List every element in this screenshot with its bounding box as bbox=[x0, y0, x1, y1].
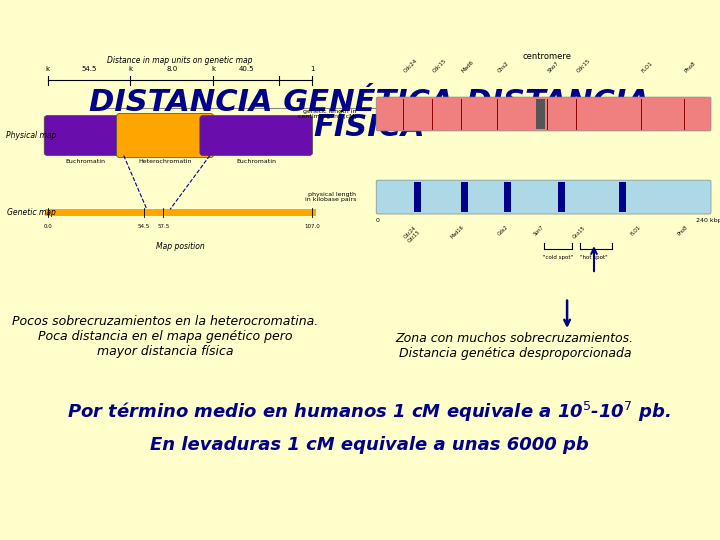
Text: 1: 1 bbox=[310, 66, 315, 72]
Text: 8.0: 8.0 bbox=[166, 66, 177, 72]
Text: Genetic map: Genetic map bbox=[6, 208, 55, 217]
Text: FLO1: FLO1 bbox=[630, 225, 642, 237]
Text: DISTANCIA GENÉTICA-DISTANCIA: DISTANCIA GENÉTICA-DISTANCIA bbox=[89, 87, 649, 117]
Text: FÍSICA: FÍSICA bbox=[313, 113, 425, 141]
Text: Sho7: Sho7 bbox=[547, 60, 561, 74]
Text: Por término medio en humanos 1 cM equivale a 10$^{5}$-10$^{7}$ pb.: Por término medio en humanos 1 cM equiva… bbox=[67, 400, 671, 424]
Text: Cdc24
Cdc15: Cdc24 Cdc15 bbox=[403, 225, 422, 244]
Text: Son7: Son7 bbox=[533, 225, 545, 237]
FancyBboxPatch shape bbox=[376, 97, 711, 131]
Text: Mad6: Mad6 bbox=[461, 60, 475, 74]
Text: k: k bbox=[128, 66, 132, 72]
Text: Chs2: Chs2 bbox=[497, 61, 510, 74]
Text: 240 kbp: 240 kbp bbox=[696, 218, 720, 222]
Text: 0.0: 0.0 bbox=[43, 224, 52, 229]
Bar bbox=[619, 181, 626, 212]
Text: 57.5: 57.5 bbox=[157, 224, 170, 229]
Text: "cold spot": "cold spot" bbox=[543, 255, 573, 260]
Text: Pho8: Pho8 bbox=[677, 225, 689, 237]
Text: Cdc24: Cdc24 bbox=[403, 58, 419, 74]
Bar bbox=[504, 181, 511, 212]
Text: 0: 0 bbox=[376, 218, 380, 222]
Text: k: k bbox=[45, 66, 50, 72]
Text: 54.5: 54.5 bbox=[81, 66, 96, 72]
Text: k: k bbox=[211, 66, 215, 72]
Text: Euchromatin: Euchromatin bbox=[66, 159, 106, 164]
Bar bbox=[461, 181, 468, 212]
Text: Gds2: Gds2 bbox=[497, 225, 509, 237]
Bar bbox=[536, 99, 546, 130]
Text: Cdc15: Cdc15 bbox=[576, 58, 592, 74]
FancyBboxPatch shape bbox=[376, 180, 711, 214]
Text: Pho8: Pho8 bbox=[684, 61, 697, 74]
Text: "hot spot": "hot spot" bbox=[580, 255, 608, 260]
Text: Distance in map units on genetic map: Distance in map units on genetic map bbox=[107, 56, 253, 64]
Text: Pocos sobrecruzamientos en la heterocromatina.
Poca distancia en el mapa genétic: Pocos sobrecruzamientos en la heterocrom… bbox=[12, 315, 319, 358]
FancyBboxPatch shape bbox=[44, 116, 127, 156]
Bar bbox=[414, 181, 421, 212]
Text: Cdc15: Cdc15 bbox=[432, 58, 448, 74]
FancyBboxPatch shape bbox=[200, 116, 312, 156]
Text: Physical map: Physical map bbox=[6, 131, 56, 140]
Text: Map position: Map position bbox=[156, 242, 204, 252]
Text: 107.0: 107.0 bbox=[305, 224, 320, 229]
Text: 40.5: 40.5 bbox=[238, 66, 254, 72]
Text: Gco15: Gco15 bbox=[572, 225, 587, 239]
Text: En levaduras 1 cM equivale a unas 6000 pb: En levaduras 1 cM equivale a unas 6000 p… bbox=[150, 436, 588, 454]
Text: Heterochromatin: Heterochromatin bbox=[138, 159, 192, 164]
Text: Zona con muchos sobrecruzamientos.
Distancia genética desproporcionada: Zona con muchos sobrecruzamientos. Dista… bbox=[396, 332, 634, 360]
Text: Mad16: Mad16 bbox=[450, 225, 465, 240]
Text: 54.5: 54.5 bbox=[138, 224, 150, 229]
FancyBboxPatch shape bbox=[117, 113, 214, 158]
Text: physical length
in kilobase pairs: physical length in kilobase pairs bbox=[305, 192, 356, 202]
Text: centromere: centromere bbox=[523, 52, 572, 60]
Text: Euchromatin: Euchromatin bbox=[236, 159, 276, 164]
Text: FLO1: FLO1 bbox=[641, 61, 654, 74]
Text: genetic length in
centimorgans (cM): genetic length in centimorgans (cM) bbox=[297, 109, 356, 119]
Bar bbox=[558, 181, 565, 212]
